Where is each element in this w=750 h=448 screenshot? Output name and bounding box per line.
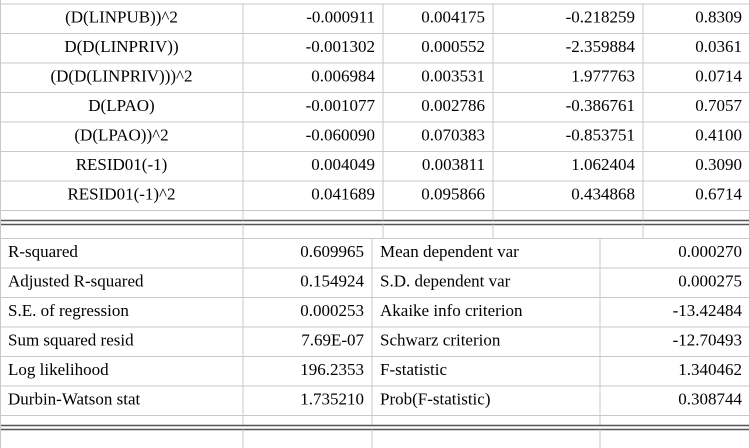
statistic-value: -12.70493 [673, 331, 742, 350]
statistic-name: S.D. dependent var [380, 272, 511, 291]
coefficient-value: 0.003811 [422, 155, 485, 174]
statistic-value: 0.154924 [300, 272, 364, 291]
statistic-name: Log likelihood [8, 360, 109, 379]
coefficient-value: 1.977763 [571, 67, 635, 86]
coefficient-value: 0.0361 [695, 37, 742, 56]
coefficient-value: -0.001077 [306, 96, 376, 115]
statistic-value: 0.000275 [678, 272, 742, 291]
statistic-value: 196.2353 [300, 360, 364, 379]
coefficient-value: 0.4100 [695, 126, 742, 145]
coefficient-value: 0.000552 [421, 37, 485, 56]
variable-name: (D(LINPUB))^2 [65, 8, 178, 27]
variable-name: RESID01(-1) [76, 155, 168, 174]
coefficient-value: 0.004175 [421, 8, 485, 27]
coefficient-value: 0.004049 [311, 155, 375, 174]
statistic-value: 0.308744 [678, 390, 742, 409]
statistic-value: 1.735210 [300, 390, 364, 409]
coefficient-value: -0.001302 [306, 37, 375, 56]
statistic-name: Sum squared resid [8, 331, 134, 350]
coefficient-value: 0.041689 [311, 185, 375, 204]
statistic-name: Schwarz criterion [380, 331, 501, 350]
statistic-name: Prob(F-statistic) [380, 390, 491, 409]
statistic-value: 0.000270 [678, 242, 742, 261]
variable-name: (D(D(LINPRIV)))^2 [50, 67, 192, 86]
statistic-name: Akaike info criterion [380, 301, 523, 320]
statistic-name: Durbin-Watson stat [8, 390, 141, 409]
coefficient-value: 0.7057 [695, 96, 742, 115]
coefficient-value: 0.434868 [571, 185, 635, 204]
statistic-name: Adjusted R-squared [8, 272, 144, 291]
variable-name: RESID01(-1)^2 [67, 185, 175, 204]
statistic-value: 0.000253 [300, 301, 364, 320]
coefficient-value: 0.070383 [421, 126, 485, 145]
variable-name: D(LPAO) [88, 96, 154, 115]
coefficient-value: 0.095866 [421, 185, 485, 204]
statistic-value: 7.69E-07 [301, 331, 364, 350]
statistic-name: Mean dependent var [380, 242, 519, 261]
coefficient-value: 0.003531 [421, 67, 485, 86]
coefficient-value: 0.8309 [695, 8, 742, 27]
coefficient-value: -2.359884 [566, 37, 636, 56]
variable-name: D(D(LINPRIV)) [64, 37, 178, 56]
coefficient-value: -0.218259 [566, 8, 635, 27]
statistic-name: F-statistic [380, 360, 448, 379]
coefficient-value: 0.6714 [695, 185, 742, 204]
coefficient-value: -0.060090 [306, 126, 375, 145]
statistic-value: -13.42484 [673, 301, 743, 320]
coefficient-value: 0.006984 [311, 67, 375, 86]
coefficient-value: 0.002786 [421, 96, 485, 115]
variable-name: (D(LPAO))^2 [74, 126, 168, 145]
coefficient-value: 1.062404 [571, 155, 635, 174]
coefficient-value: 0.3090 [695, 155, 742, 174]
coefficient-value: -0.000911 [306, 8, 375, 27]
statistic-value: 1.340462 [678, 360, 742, 379]
statistic-name: S.E. of regression [8, 301, 129, 320]
statistic-name: R-squared [8, 242, 78, 261]
coefficient-value: 0.0714 [695, 67, 742, 86]
coefficient-value: -0.386761 [566, 96, 635, 115]
statistic-value: 0.609965 [300, 242, 364, 261]
coefficient-value: -0.853751 [566, 126, 635, 145]
